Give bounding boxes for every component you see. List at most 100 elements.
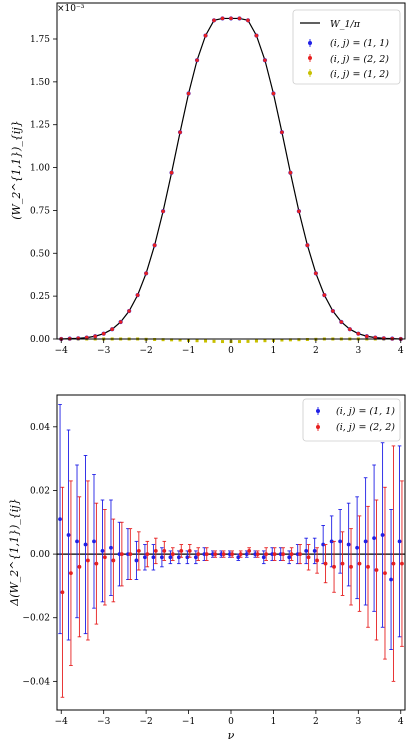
top-point-s12	[246, 339, 250, 343]
bottom-x-tick-label: 1	[271, 717, 277, 727]
legend-swatch-s11	[316, 407, 320, 415]
bottom-y-axis-label: Δ(W_2^{1,1})_{ij}	[8, 498, 21, 606]
bottom-points-layer	[58, 404, 404, 698]
bottom-point-s22	[340, 561, 345, 566]
top-y-axis-label: (W_2^{1,1})_{ij}	[10, 120, 23, 220]
top-point-s22	[212, 18, 216, 23]
top-y-tick-label: 1.75	[30, 35, 50, 45]
bottom-legend: (i, j) = (1, 1) (i, j) = (2, 2)	[302, 398, 401, 442]
bottom-point-s22	[221, 552, 226, 556]
top-x-tick-label: 4	[398, 346, 404, 356]
bottom-point-s11	[185, 555, 190, 560]
top-point-s22	[93, 334, 97, 339]
bottom-point-s11	[397, 539, 402, 544]
top-y-tick-label: 1.50	[30, 78, 50, 88]
bottom-point-s11	[372, 536, 376, 541]
top-point-s12	[212, 339, 216, 343]
top-point-s22	[297, 209, 301, 214]
top-point-s22	[169, 170, 174, 175]
bottom-point-s11	[261, 555, 266, 560]
bottom-axes-frame	[56, 394, 406, 711]
top-y-tick-label: 1.00	[30, 164, 50, 174]
top-point-s12	[254, 339, 258, 343]
top-point-s22	[288, 170, 293, 175]
top-y-tick-label: 0.25	[30, 292, 50, 302]
top-point-s22	[178, 130, 182, 135]
bottom-point-s22	[162, 549, 167, 553]
bottom-point-s11	[389, 577, 393, 582]
top-point-s22	[161, 209, 165, 214]
bottom-point-s22	[255, 552, 260, 556]
bottom-point-s11	[346, 542, 351, 547]
top-point-s22	[314, 271, 318, 276]
bottom-axis-ticks: −4 −3 −2 −1 0 1 2 3 4 −0.04 −0.02 0.00 0.02 0.04	[22, 423, 403, 727]
bottom-x-tick-label: −3	[97, 717, 111, 727]
bottom-point-s11	[168, 555, 173, 560]
top-point-s12	[280, 338, 284, 342]
top-point-s22	[229, 16, 233, 21]
top-point-s22	[144, 271, 148, 276]
bottom-x-tick-label: −4	[55, 717, 69, 727]
top-point-s22	[118, 320, 123, 324]
bottom-point-s22	[349, 564, 353, 569]
legend-swatch-s22	[308, 54, 312, 62]
top-point-s22	[254, 33, 259, 38]
top-point-s22	[246, 18, 250, 23]
top-point-s22	[365, 334, 369, 339]
top-axis-ticks: −4 −3 −2 −1 0 1 2 3 4 0.00 0.25 0.50 0.75 1.00 1.25 1.5…	[30, 35, 404, 356]
top-point-s22	[135, 293, 140, 297]
top-point-s12	[263, 339, 267, 343]
top-point-s12	[221, 340, 225, 344]
top-y-tick-label: 1.25	[30, 121, 50, 131]
top-point-s12	[288, 338, 292, 342]
bottom-y-tick-label: −0.02	[22, 614, 50, 624]
bottom-x-tick-label: 0	[228, 717, 234, 727]
bottom-point-s22	[391, 561, 396, 566]
bottom-point-s22	[306, 555, 311, 560]
top-point-s22	[263, 58, 267, 63]
bottom-point-s22	[179, 549, 184, 553]
bottom-point-s22	[323, 561, 328, 566]
bottom-point-s11	[338, 539, 343, 544]
top-x-tick-label: −2	[139, 346, 152, 356]
bottom-legend-label-s11: (i, j) = (1, 1)	[336, 406, 395, 417]
top-point-s12	[178, 338, 182, 342]
top-point-s22	[101, 331, 106, 336]
bottom-point-s11	[151, 555, 156, 560]
top-point-s22	[152, 243, 157, 248]
top-point-s22	[348, 327, 352, 332]
bottom-point-s11	[176, 555, 181, 560]
top-point-s22	[339, 320, 344, 324]
bottom-point-s11	[58, 517, 62, 521]
bottom-point-s22	[374, 568, 379, 572]
bottom-point-s11	[236, 555, 241, 560]
bottom-point-s22	[281, 552, 286, 556]
bottom-point-s22	[196, 552, 201, 556]
bottom-point-s11	[109, 545, 113, 550]
legend-swatch-s12	[308, 69, 312, 77]
bottom-y-tick-label: −0.04	[22, 677, 50, 687]
bottom-point-s22	[289, 552, 294, 556]
bottom-point-s22	[247, 549, 252, 553]
bottom-x-tick-label: 3	[355, 717, 361, 727]
bottom-legend-label-s22: (i, j) = (2, 2)	[336, 422, 395, 433]
top-point-s22	[186, 91, 191, 96]
top-y-offset-text: ×10⁻³	[57, 4, 85, 14]
bottom-point-s22	[145, 552, 150, 556]
top-point-s22	[220, 16, 225, 21]
top-legend-label-s22: (i, j) = (2, 2)	[330, 54, 389, 65]
legend-swatch-s11	[308, 39, 312, 47]
bottom-point-s22	[366, 564, 370, 569]
bottom-point-s11	[83, 542, 88, 547]
top-point-s22	[271, 91, 276, 96]
top-point-s12	[237, 340, 241, 344]
top-legend-label-s12: (i, j) = (1, 2)	[330, 69, 389, 80]
bottom-point-s11	[321, 542, 326, 547]
bottom-x-tick-label: −1	[182, 717, 195, 727]
bottom-legend-box	[302, 398, 401, 442]
bottom-point-s11	[134, 558, 139, 563]
bottom-point-s22	[119, 552, 124, 556]
top-legend-label-s11: (i, j) = (1, 1)	[330, 38, 389, 49]
